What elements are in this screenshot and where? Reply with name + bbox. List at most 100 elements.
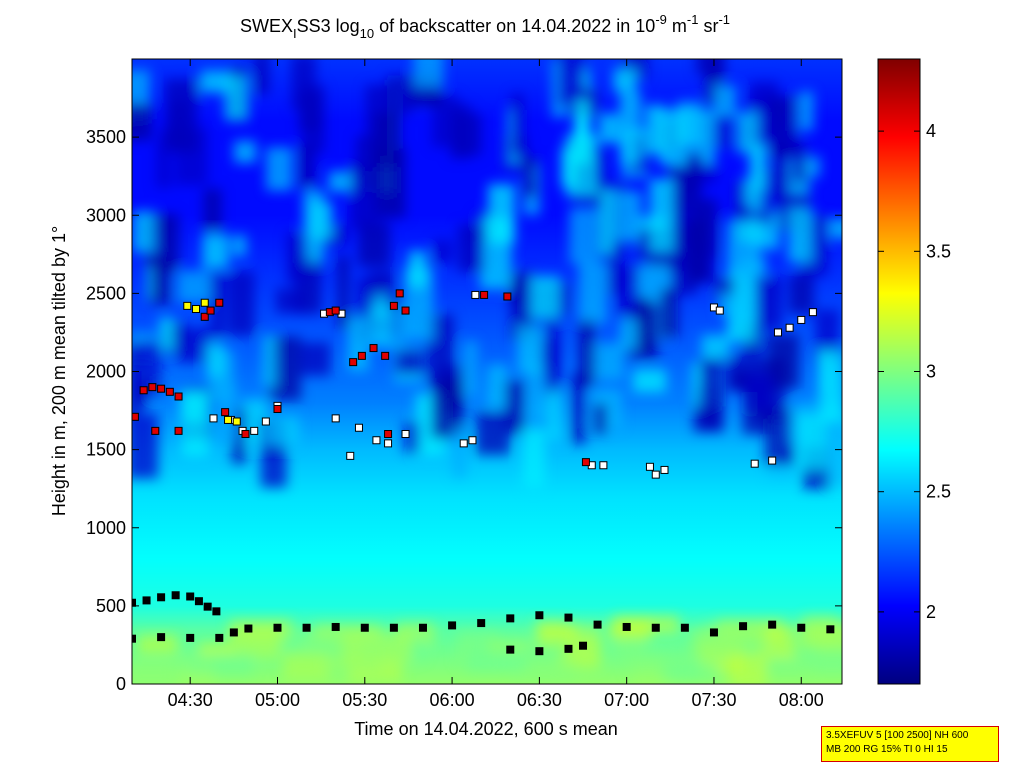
texture-blob [408,250,427,288]
marker-point [157,384,166,393]
texture-blob [265,416,299,446]
texture-blob [510,93,525,155]
texture-blob [275,287,305,314]
marker-point [645,462,654,471]
texture-blob [283,652,329,680]
texture-blob [132,103,153,141]
y-tick-label: 1000 [86,518,126,538]
y-tick-label: 3000 [86,205,126,225]
marker-point [808,308,817,317]
texture-blob [254,59,270,95]
texture-blob [527,366,547,422]
x-tick-label: 05:00 [255,690,300,710]
backscatter-texture [132,59,842,684]
texture-blob [132,661,174,684]
texture-blob [523,156,537,199]
marker-point [564,644,573,653]
texture-blob [595,343,624,381]
texture-blob [384,306,406,350]
marker-point [331,306,340,315]
marker-point [273,405,282,413]
texture-blob [234,140,257,163]
texture-blob [578,262,608,325]
colorbar-axis: 2 2.5 3 3.5 4 [878,121,951,622]
marker-point [381,351,390,360]
texture-blob [404,421,420,453]
marker-point [395,289,404,298]
marker-point [200,312,209,321]
marker-point [221,408,230,417]
colorbar-tick-label: 3.5 [926,241,951,261]
x-tick-label: 04:30 [168,690,213,710]
marker-point [139,386,148,395]
texture-blob [619,318,641,350]
marker-point [142,596,151,605]
texture-blob [232,235,247,257]
texture-blob [350,163,379,229]
marker-point [331,622,340,631]
marker-point [215,633,224,642]
marker-point [459,439,468,448]
marker-point [151,426,160,435]
marker-point [401,430,410,438]
texture-blob [798,622,842,651]
x-tick-label: 06:30 [517,690,562,710]
marker-point [768,620,777,629]
marker-point [183,301,192,310]
marker-point [581,458,590,467]
marker-point [354,423,363,432]
marker-point [785,323,794,332]
marker-point [418,623,427,632]
texture-blob [300,342,331,376]
texture-blob [337,255,350,329]
marker-point [709,628,718,637]
texture-blob [745,374,774,410]
texture-blob [569,207,601,264]
marker-point [174,392,183,401]
texture-blob [433,239,453,264]
colorbar-tick-label: 2.5 [926,482,951,502]
marker-point [209,414,218,423]
colorbar-tick-label: 2 [926,602,936,622]
texture-blob [616,265,639,316]
texture-blob [227,271,255,337]
marker-point [651,470,660,479]
texture-blob [149,261,171,305]
x-tick-label: 06:00 [430,690,475,710]
marker-point [186,633,195,642]
texture-blob [369,306,390,348]
marker-point [384,430,393,438]
marker-point [157,633,166,642]
annotation-box: 3.5XEFUV 5 [100 2500] NH 600 MB 200 RG 1… [821,726,999,762]
texture-blob [797,414,829,469]
marker-point [369,344,378,353]
marker-point [593,620,602,629]
x-axis-label: Time on 14.04.2022, 600 s mean [354,719,618,739]
colorbar-tick-label: 3 [926,362,936,382]
texture-blob [764,657,808,673]
x-tick-label: 07:30 [691,690,736,710]
texture-blob [206,343,225,377]
marker-point [346,451,355,460]
marker-point [750,459,759,468]
texture-blob [713,85,737,117]
texture-blob [463,341,478,396]
marker-point [535,647,544,656]
texture-blob [132,343,140,416]
texture-blob [704,624,768,646]
texture-blob [522,428,545,489]
marker-point [232,417,241,426]
marker-point [165,387,174,396]
marker-point [599,461,608,470]
marker-point [360,623,369,632]
texture-blob [170,101,190,145]
marker-point [372,436,381,445]
y-axis-label: Height in m, 200 m mean tilted by 1° [49,226,69,516]
marker-point [506,645,515,654]
texture-blob [132,413,158,479]
texture-blob [137,634,178,654]
texture-blob [181,391,209,458]
texture-blob [814,647,842,672]
texture-blob [386,75,413,114]
